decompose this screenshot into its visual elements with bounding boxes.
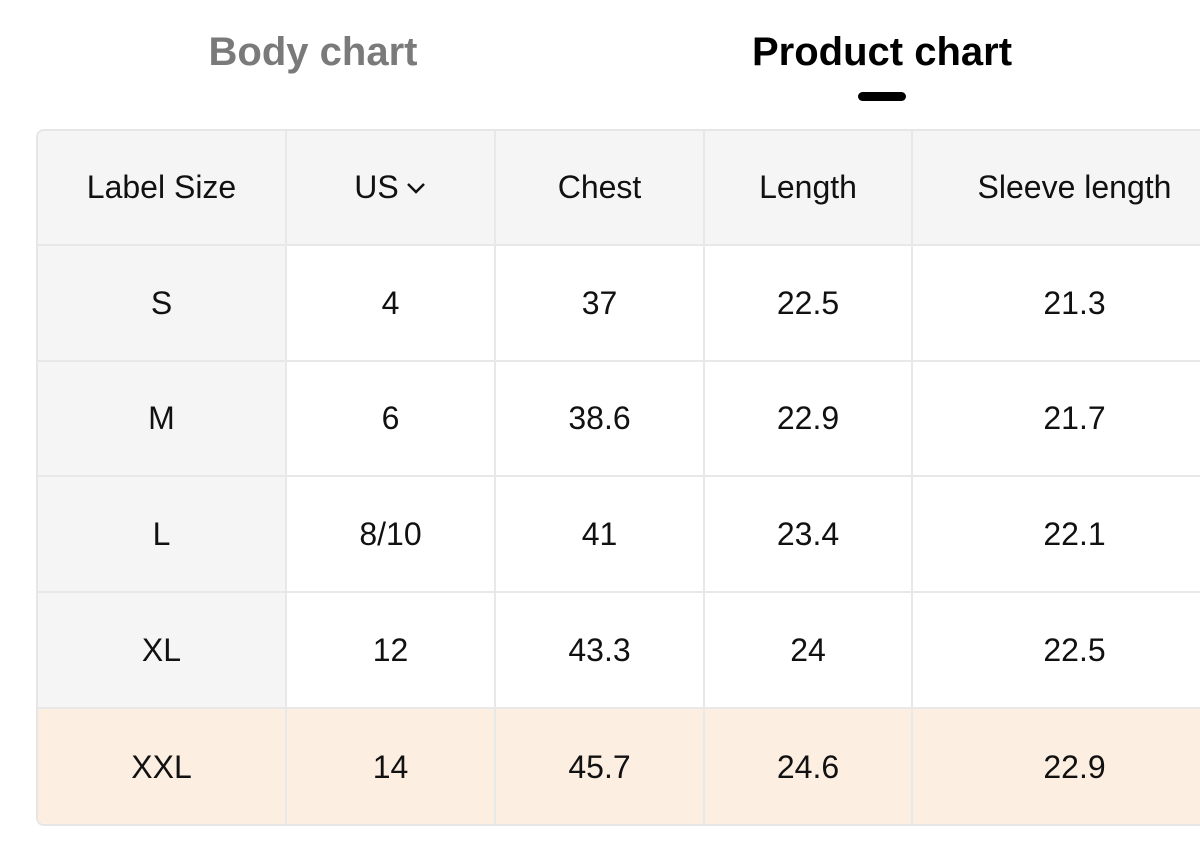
cell-text: XXL <box>131 749 192 785</box>
cell-text: M <box>148 400 175 436</box>
table-cell: 22.9 <box>705 362 913 477</box>
cell-text: 22.5 <box>776 284 840 321</box>
cell-text: 37 <box>581 284 618 321</box>
table-cell: 22.9 <box>913 709 1200 824</box>
cell-text: 45.7 <box>568 749 631 785</box>
cell-text: 24.6 <box>776 749 840 785</box>
header-cell: Sleeve length <box>913 131 1200 246</box>
table-cell: 21.3 <box>913 246 1200 362</box>
cell-text: 21.3 <box>1043 284 1106 321</box>
table-cell: 45.7 <box>496 709 705 824</box>
cell-text: 4 <box>381 284 400 321</box>
size-table: Label Size US Chest Length Sleeve length S 4 37… <box>36 129 1200 826</box>
table-cell: 38.6 <box>496 362 705 477</box>
cell-text: L <box>152 515 171 552</box>
cell-text: 41 <box>581 515 618 552</box>
cell-text: Sleeve length <box>977 169 1172 205</box>
cell-text: Label Size <box>86 169 237 205</box>
header-cell: Length <box>705 131 913 246</box>
table-cell: 21.7 <box>913 362 1200 477</box>
dropdown-chevron[interactable] <box>405 181 427 195</box>
cell-text: 43.3 <box>568 631 631 668</box>
header-cell: Chest <box>496 131 705 246</box>
active-tab-indicator <box>858 92 906 101</box>
table-cell: 22.5 <box>913 593 1200 709</box>
table-cell: 23.4 <box>705 477 913 593</box>
cell-text: 24 <box>790 631 826 668</box>
cell-text: 38.6 <box>568 400 631 436</box>
table-cell: 41 <box>496 477 705 593</box>
table-cell: M <box>38 362 287 477</box>
cell-text: XL <box>141 631 182 668</box>
table-cell: 37 <box>496 246 705 362</box>
table-cell: 24 <box>705 593 913 709</box>
table-cell: 4 <box>287 246 496 362</box>
header-cell[interactable]: US <box>287 131 496 246</box>
table-cell: S <box>38 246 287 362</box>
tab[interactable]: Product chart <box>751 30 1013 74</box>
cell-text: 6 <box>381 400 400 436</box>
table-cell: 24.6 <box>705 709 913 824</box>
table-cell: 22.5 <box>705 246 913 362</box>
cell-text: 22.9 <box>1043 749 1106 785</box>
cell-text: Chest <box>557 169 642 205</box>
table-cell: 14 <box>287 709 496 824</box>
tab[interactable]: Body chart <box>208 30 418 74</box>
table-cell: XXL <box>38 709 287 824</box>
cell-text: 23.4 <box>776 515 840 552</box>
cell-text: 22.9 <box>776 400 840 436</box>
cell-text: 22.1 <box>1043 515 1106 552</box>
cell-text: 22.5 <box>1043 631 1106 668</box>
cell-text: 12 <box>372 631 409 668</box>
cell-text: 21.7 <box>1043 400 1106 436</box>
table-cell: 8/10 <box>287 477 496 593</box>
table-cell: 22.1 <box>913 477 1200 593</box>
table-cell: 6 <box>287 362 496 477</box>
cell-text: Length <box>759 169 857 205</box>
cell-text: US <box>354 169 399 205</box>
table-cell: L <box>38 477 287 593</box>
cell-text: S <box>150 284 173 321</box>
table-cell: 43.3 <box>496 593 705 709</box>
cell-text: 14 <box>372 749 409 785</box>
cell-text: 8/10 <box>359 515 422 552</box>
table-cell: 12 <box>287 593 496 709</box>
table-cell: XL <box>38 593 287 709</box>
header-cell: Label Size <box>38 131 287 246</box>
